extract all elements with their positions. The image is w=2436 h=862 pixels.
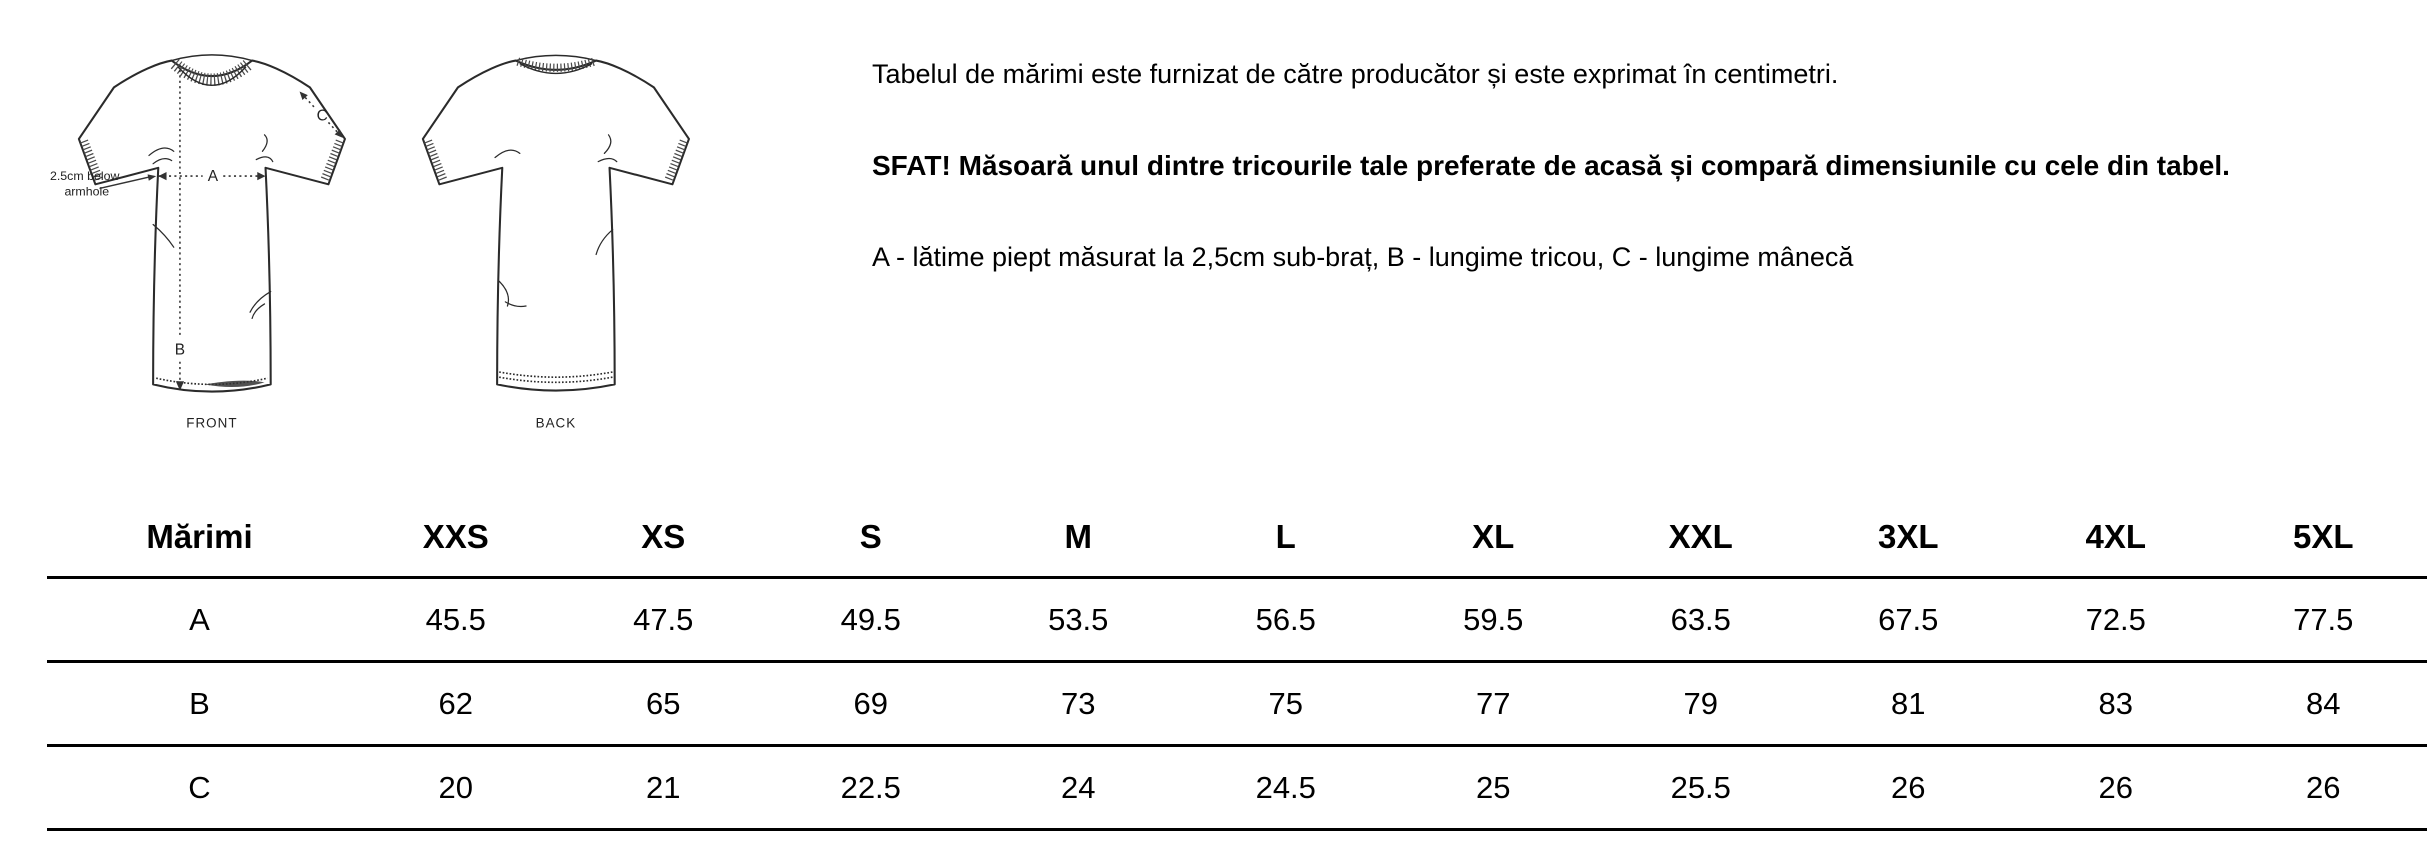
front-collar-ribbing bbox=[170, 58, 254, 86]
armhole-note-line2: armhole bbox=[64, 185, 109, 199]
front-collar-inner-edge bbox=[177, 66, 247, 87]
front-tshirt-diagram: A B C 2.5cm below armhole FRONT bbox=[50, 54, 346, 431]
front-caption: FRONT bbox=[186, 416, 237, 431]
fabric-wrinkle bbox=[152, 157, 173, 165]
fabric-wrinkle bbox=[249, 290, 272, 313]
marker-c-label: C bbox=[317, 107, 328, 124]
column-header: M bbox=[974, 498, 1182, 579]
table-row: A 45.5 47.5 49.5 53.5 56.5 59.5 63.5 67.… bbox=[47, 577, 2427, 663]
size-cell: 45.5 bbox=[352, 577, 560, 663]
fabric-wrinkle bbox=[152, 223, 175, 248]
size-cell: 56.5 bbox=[1182, 577, 1390, 663]
size-cell: 25.5 bbox=[1597, 745, 1805, 831]
fabric-wrinkle bbox=[597, 157, 618, 163]
size-cell: 63.5 bbox=[1597, 577, 1805, 663]
back-tee-outline bbox=[421, 59, 690, 392]
column-header: 4XL bbox=[2012, 498, 2220, 579]
tip-text: SFAT! Măsoară unul dintre tricourile tal… bbox=[872, 149, 2230, 181]
size-cell: 26 bbox=[2219, 745, 2427, 831]
arrowhead bbox=[334, 129, 343, 138]
size-cell: 83 bbox=[2012, 661, 2220, 747]
tshirt-measurement-diagram: A B C 2.5cm below armhole FRONT bbox=[50, 40, 724, 440]
table-row: B 62 65 69 73 75 77 79 81 83 84 bbox=[47, 661, 2427, 747]
fabric-wrinkle bbox=[595, 229, 614, 256]
arrowhead bbox=[158, 171, 167, 181]
size-cell: 65 bbox=[559, 661, 767, 747]
size-cell: 26 bbox=[2012, 745, 2220, 831]
size-cell: 20 bbox=[352, 745, 560, 831]
back-hem-stitching bbox=[499, 371, 613, 378]
marker-a-label: A bbox=[208, 168, 219, 185]
fabric-wrinkle bbox=[494, 149, 521, 159]
size-cell: 49.5 bbox=[767, 577, 975, 663]
size-cell: 62 bbox=[352, 661, 560, 747]
size-cell: 84 bbox=[2219, 661, 2427, 747]
column-header: XS bbox=[559, 498, 767, 579]
size-cell: 21 bbox=[559, 745, 767, 831]
back-caption: BACK bbox=[536, 416, 577, 431]
back-collar-ribbing bbox=[516, 57, 596, 72]
arrowhead bbox=[147, 174, 157, 181]
column-header: XXS bbox=[352, 498, 560, 579]
size-cell: 77.5 bbox=[2219, 577, 2427, 663]
back-tshirt-diagram: BACK bbox=[421, 54, 690, 431]
row-label: C bbox=[47, 745, 352, 831]
marker-b-label: B bbox=[175, 341, 185, 358]
column-header: 5XL bbox=[2219, 498, 2427, 579]
size-table: Mărimi XXS XS S M L XL XXL 3XL 4XL 5XL A… bbox=[47, 498, 2427, 831]
size-cell: 24.5 bbox=[1182, 745, 1390, 831]
size-cell: 73 bbox=[974, 661, 1182, 747]
arrowhead bbox=[299, 91, 308, 101]
front-back-neck-line bbox=[171, 54, 253, 62]
arrowhead bbox=[175, 381, 185, 391]
fabric-wrinkle bbox=[261, 134, 268, 152]
fabric-wrinkle bbox=[504, 301, 527, 308]
size-cell: 59.5 bbox=[1389, 577, 1597, 663]
column-header: Mărimi bbox=[47, 498, 352, 579]
legend-text: A - lătime piept măsurat la 2,5cm sub-br… bbox=[872, 241, 1854, 272]
size-cell: 24 bbox=[974, 745, 1182, 831]
size-cell: 77 bbox=[1389, 661, 1597, 747]
size-cell: 81 bbox=[1804, 661, 2012, 747]
size-cell: 72.5 bbox=[2012, 577, 2220, 663]
size-cell: 25 bbox=[1389, 745, 1597, 831]
intro-text: Tabelul de mărimi este furnizat de către… bbox=[872, 59, 1839, 89]
size-guide-info: Tabelul de mărimi este furnizat de către… bbox=[872, 58, 2412, 275]
fabric-wrinkle bbox=[251, 303, 266, 319]
back-hem-stitching bbox=[499, 376, 613, 384]
armhole-note-line1: 2.5cm below bbox=[50, 169, 119, 183]
front-hem-fold bbox=[204, 380, 265, 388]
size-cell: 22.5 bbox=[767, 745, 975, 831]
back-collar-inner-edge bbox=[519, 63, 593, 75]
row-label: A bbox=[47, 577, 352, 663]
row-label: B bbox=[47, 661, 352, 747]
column-header: L bbox=[1182, 498, 1390, 579]
armhole-note-arrow-line bbox=[99, 176, 150, 190]
table-header-row: Mărimi XXS XS S M L XL XXL 3XL 4XL 5XL bbox=[47, 498, 2427, 579]
fabric-wrinkle bbox=[148, 147, 175, 157]
size-cell: 53.5 bbox=[974, 577, 1182, 663]
table-row: C 20 21 22.5 24 24.5 25 25.5 26 26 26 bbox=[47, 745, 2427, 831]
size-cell: 75 bbox=[1182, 661, 1390, 747]
fabric-wrinkle bbox=[255, 156, 274, 163]
column-header: S bbox=[767, 498, 975, 579]
column-header: 3XL bbox=[1804, 498, 2012, 579]
column-header: XL bbox=[1389, 498, 1597, 579]
size-cell: 69 bbox=[767, 661, 975, 747]
front-tee-outline bbox=[77, 59, 346, 393]
size-cell: 67.5 bbox=[1804, 577, 2012, 663]
back-neck-top-line bbox=[515, 54, 597, 62]
size-cell: 26 bbox=[1804, 745, 2012, 831]
size-cell: 79 bbox=[1597, 661, 1805, 747]
fabric-wrinkle bbox=[603, 134, 612, 154]
arrowhead bbox=[257, 171, 266, 181]
size-cell: 47.5 bbox=[559, 577, 767, 663]
column-header: XXL bbox=[1597, 498, 1805, 579]
